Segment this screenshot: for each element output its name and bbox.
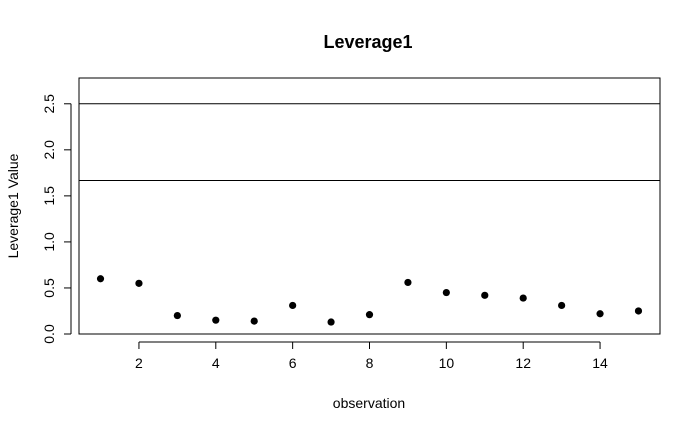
data-point: [634, 307, 643, 315]
x-tick-label: 14: [592, 355, 608, 371]
y-tick-label: 2.0: [41, 140, 57, 160]
data-point: [135, 279, 143, 287]
chart-title: Leverage1: [323, 32, 412, 52]
x-tick-label: 6: [289, 355, 297, 371]
x-axis: 2 4 6 8 10 12 14: [135, 341, 608, 371]
data-point: [173, 311, 181, 320]
data-point: [365, 311, 374, 319]
y-tick-label: 2.5: [41, 94, 57, 114]
x-axis-label: observation: [333, 395, 405, 411]
data-point: [481, 291, 489, 299]
data-point: [327, 318, 335, 326]
reference-lines: [79, 103, 660, 181]
data-point: [289, 301, 297, 310]
data-point: [404, 278, 412, 287]
y-axis-label: Leverage1 Value: [5, 153, 21, 258]
data-point: [442, 288, 450, 297]
x-tick-label: 10: [439, 355, 455, 371]
y-tick-label: 0.0: [41, 324, 57, 344]
data-point: [519, 294, 527, 302]
y-tick-label: 1.0: [41, 232, 57, 252]
data-point: [96, 275, 105, 283]
y-axis: 0.0 0.5 1.0 1.5 2.0 2.5: [41, 94, 72, 344]
data-point: [250, 317, 258, 325]
y-tick-label: 0.5: [41, 278, 57, 298]
plot-frame: [78, 77, 661, 335]
data-point: [596, 310, 604, 318]
x-tick-label: 12: [515, 355, 531, 371]
data-point: [558, 301, 566, 310]
data-points: [96, 275, 643, 326]
x-tick-label: 8: [366, 355, 374, 371]
y-tick-label: 1.5: [41, 186, 57, 206]
x-tick-label: 4: [212, 355, 220, 371]
data-point: [212, 316, 220, 324]
x-tick-label: 2: [135, 355, 143, 371]
